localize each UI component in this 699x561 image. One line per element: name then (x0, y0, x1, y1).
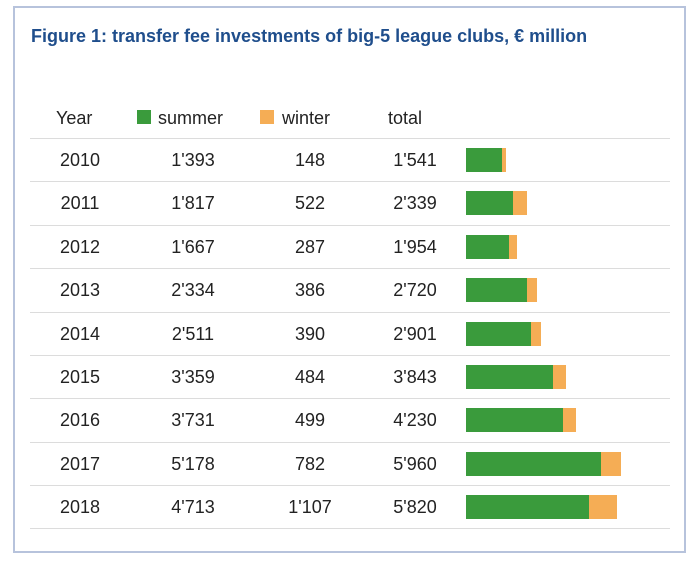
cell-total: 2'720 (393, 280, 437, 301)
cell-year: 2015 (59, 366, 101, 387)
legend-summer-swatch (137, 110, 151, 124)
cell-summer: 2'511 (171, 323, 215, 344)
chart-title: Figure 1: transfer fee investments of bi… (31, 26, 588, 46)
cell-summer: 4'713 (171, 497, 215, 518)
bar-summer (466, 148, 503, 172)
cell-summer: 1'817 (171, 193, 215, 214)
bar-winter (502, 148, 507, 172)
bar-summer (466, 278, 527, 303)
cell-year: 2017 (59, 453, 101, 474)
cell-year: 2011 (60, 193, 100, 214)
cell-summer: 3'359 (171, 366, 215, 387)
cell-winter: 148 (294, 150, 326, 170)
bar-winter (513, 191, 527, 216)
cell-total: 4'230 (393, 410, 437, 431)
cell-total: 5'960 (393, 453, 437, 474)
bar-summer (466, 191, 514, 216)
bar-winter (588, 495, 618, 520)
table-row: 2014 2'511 390 2'901 (30, 311, 670, 355)
cell-winter: 499 (294, 410, 326, 431)
table-row: 2010 1'393 148 1'541 (30, 138, 670, 181)
bar-winter (526, 278, 537, 303)
bar-summer (466, 234, 510, 259)
cell-year: 2014 (59, 323, 101, 344)
cell-year: 2010 (59, 150, 101, 170)
cell-year: 2013 (59, 280, 101, 301)
bar-summer (466, 451, 601, 476)
cell-summer: 5'178 (171, 453, 215, 474)
header-summer: summer (158, 108, 224, 128)
cell-total: 1'541 (393, 150, 437, 170)
cell-winter: 390 (294, 323, 326, 344)
table-header: Year summer winter total (30, 104, 670, 138)
cell-summer: 1'393 (171, 150, 215, 170)
cell-year: 2018 (59, 497, 101, 518)
bar-winter (509, 234, 517, 259)
table-row: 2013 2'334 386 2'720 (30, 268, 670, 311)
cell-year: 2012 (59, 236, 101, 257)
cell-winter: 484 (294, 366, 326, 387)
header-winter: winter (282, 108, 331, 128)
table-row: 2017 5'178 782 5'960 (30, 441, 670, 485)
cell-total: 1'954 (393, 236, 437, 257)
cell-summer: 3'731 (171, 410, 215, 431)
cell-winter: 522 (294, 193, 326, 214)
bar-winter (563, 408, 576, 433)
cell-winter: 386 (294, 280, 326, 301)
cell-winter: 1'107 (288, 497, 332, 518)
bar-winter (553, 364, 566, 389)
cell-year: 2016 (59, 410, 101, 431)
cell-total: 5'820 (393, 497, 437, 518)
header-year: Year (56, 108, 93, 128)
table-row: 2016 3'731 499 4'230 (30, 398, 670, 441)
cell-total: 2'339 (393, 193, 437, 214)
bar-winter (600, 451, 621, 476)
cell-winter: 287 (294, 236, 326, 257)
legend-winter-swatch (260, 110, 274, 124)
bar-summer (466, 408, 563, 433)
header-total: total (388, 108, 423, 128)
cell-summer: 2'334 (171, 280, 215, 301)
cell-total: 3'843 (393, 366, 437, 387)
table-body: 2010 1'393 148 1'541 2011 1'817 522 2'339 2012 1'… (30, 138, 670, 529)
table-row: 2015 3'359 484 3'843 (30, 354, 670, 398)
table-row: 2018 4'713 1'107 5'820 (30, 485, 670, 529)
bar-summer (466, 364, 554, 389)
cell-summer: 1'667 (171, 236, 215, 257)
table-row: 2011 1'817 522 2'339 (30, 181, 670, 224)
bar-summer (466, 495, 589, 520)
bar-summer (466, 321, 532, 346)
cell-total: 2'901 (393, 323, 437, 344)
cell-winter: 782 (294, 453, 326, 474)
table-row: 2012 1'667 287 1'954 (30, 224, 670, 268)
bar-winter (531, 321, 542, 346)
figure-frame: Figure 1: transfer fee investments of bi… (13, 6, 686, 553)
